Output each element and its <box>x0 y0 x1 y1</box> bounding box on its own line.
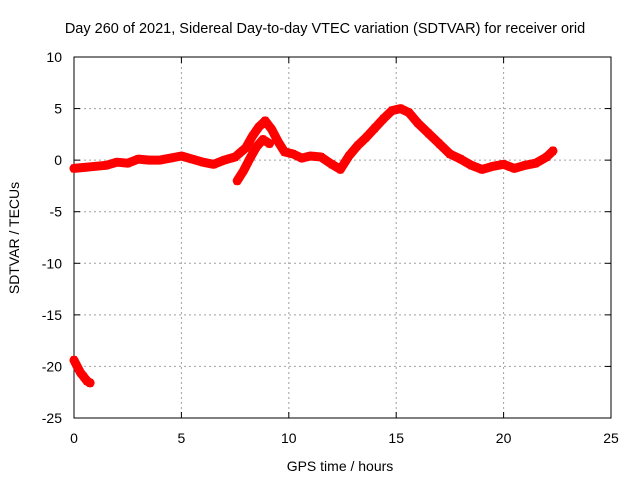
data-point <box>253 142 260 151</box>
data-point <box>337 165 344 174</box>
data-point <box>80 372 87 381</box>
series-band <box>69 104 558 174</box>
data-point <box>135 155 142 164</box>
data-point <box>307 152 314 160</box>
data-point <box>489 162 496 171</box>
data-point <box>260 135 266 144</box>
x-tick-label: 0 <box>70 430 78 446</box>
data-point <box>74 362 81 371</box>
plot-frame <box>73 56 612 419</box>
data-point <box>255 123 262 132</box>
data-point <box>92 162 99 171</box>
x-tick-label: 15 <box>388 430 404 446</box>
x-tick-label: 20 <box>496 430 512 446</box>
data-point <box>178 152 185 160</box>
y-tick-label: 10 <box>46 49 62 65</box>
data-point <box>446 150 453 158</box>
data-point <box>479 165 486 174</box>
y-tick-label: 0 <box>54 152 62 168</box>
x-tick-label: 25 <box>603 430 619 446</box>
data-point <box>232 153 239 161</box>
data-point <box>388 106 395 115</box>
data-point <box>221 156 228 165</box>
data-point <box>414 119 421 127</box>
y-tick-label: -10 <box>42 255 62 271</box>
data-point <box>189 155 196 164</box>
data-point <box>242 143 249 152</box>
data-point <box>210 160 217 169</box>
data-point <box>247 154 254 163</box>
y-tick-label: -15 <box>42 307 62 323</box>
data-point <box>406 108 413 117</box>
data-point <box>262 116 269 125</box>
data-point <box>103 161 110 170</box>
data-point <box>234 176 241 185</box>
data-point <box>345 152 352 160</box>
data-point <box>87 378 94 387</box>
chart-title: Day 260 of 2021, Sidereal Day-to-day VTE… <box>65 21 585 37</box>
data-point <box>77 368 84 377</box>
data-point <box>318 153 324 161</box>
data-point <box>240 166 247 175</box>
data-point <box>156 156 163 165</box>
data-point <box>397 104 404 113</box>
data-point <box>371 124 378 133</box>
data-point <box>380 114 387 123</box>
x-tick-label: 5 <box>178 430 186 446</box>
data-point <box>266 139 273 148</box>
data-point <box>363 133 370 142</box>
y-tick-label: -20 <box>42 358 62 374</box>
data-point <box>328 160 335 169</box>
data-point <box>457 155 464 164</box>
data-point <box>167 154 174 163</box>
tick-layer: 0 5 10 15 20 25 10 5 0 -5 -10 -15 -20 -25 <box>42 49 619 446</box>
data-point <box>275 137 282 146</box>
data-point <box>354 141 361 150</box>
data-point <box>83 376 90 385</box>
data-point <box>124 159 131 168</box>
data-point <box>532 159 539 168</box>
data-point <box>114 158 120 167</box>
data-point <box>522 161 529 170</box>
y-tick-label: -25 <box>42 410 62 426</box>
data-point <box>298 154 305 163</box>
data-point <box>543 153 550 161</box>
data-point <box>268 125 275 134</box>
y-tick-label: 5 <box>54 101 62 117</box>
data-point <box>249 132 256 141</box>
data-point <box>468 161 475 170</box>
data-point <box>550 146 556 155</box>
y-axis-label: SDTVAR / TECUs <box>6 182 22 294</box>
data-point <box>500 160 507 169</box>
data-point <box>436 139 443 148</box>
data-point <box>511 164 518 173</box>
data-point <box>425 129 432 138</box>
x-tick-label: 10 <box>281 430 297 446</box>
series-layer <box>69 104 558 388</box>
data-point <box>199 158 206 167</box>
grid-layer <box>74 57 611 418</box>
data-point <box>71 356 77 365</box>
data-point <box>146 156 153 165</box>
data-point <box>71 164 77 173</box>
data-point <box>81 163 88 172</box>
data-point <box>281 147 288 156</box>
y-tick-label: -5 <box>50 204 63 220</box>
x-axis-label: GPS time / hours <box>287 458 394 474</box>
data-point <box>290 150 297 158</box>
